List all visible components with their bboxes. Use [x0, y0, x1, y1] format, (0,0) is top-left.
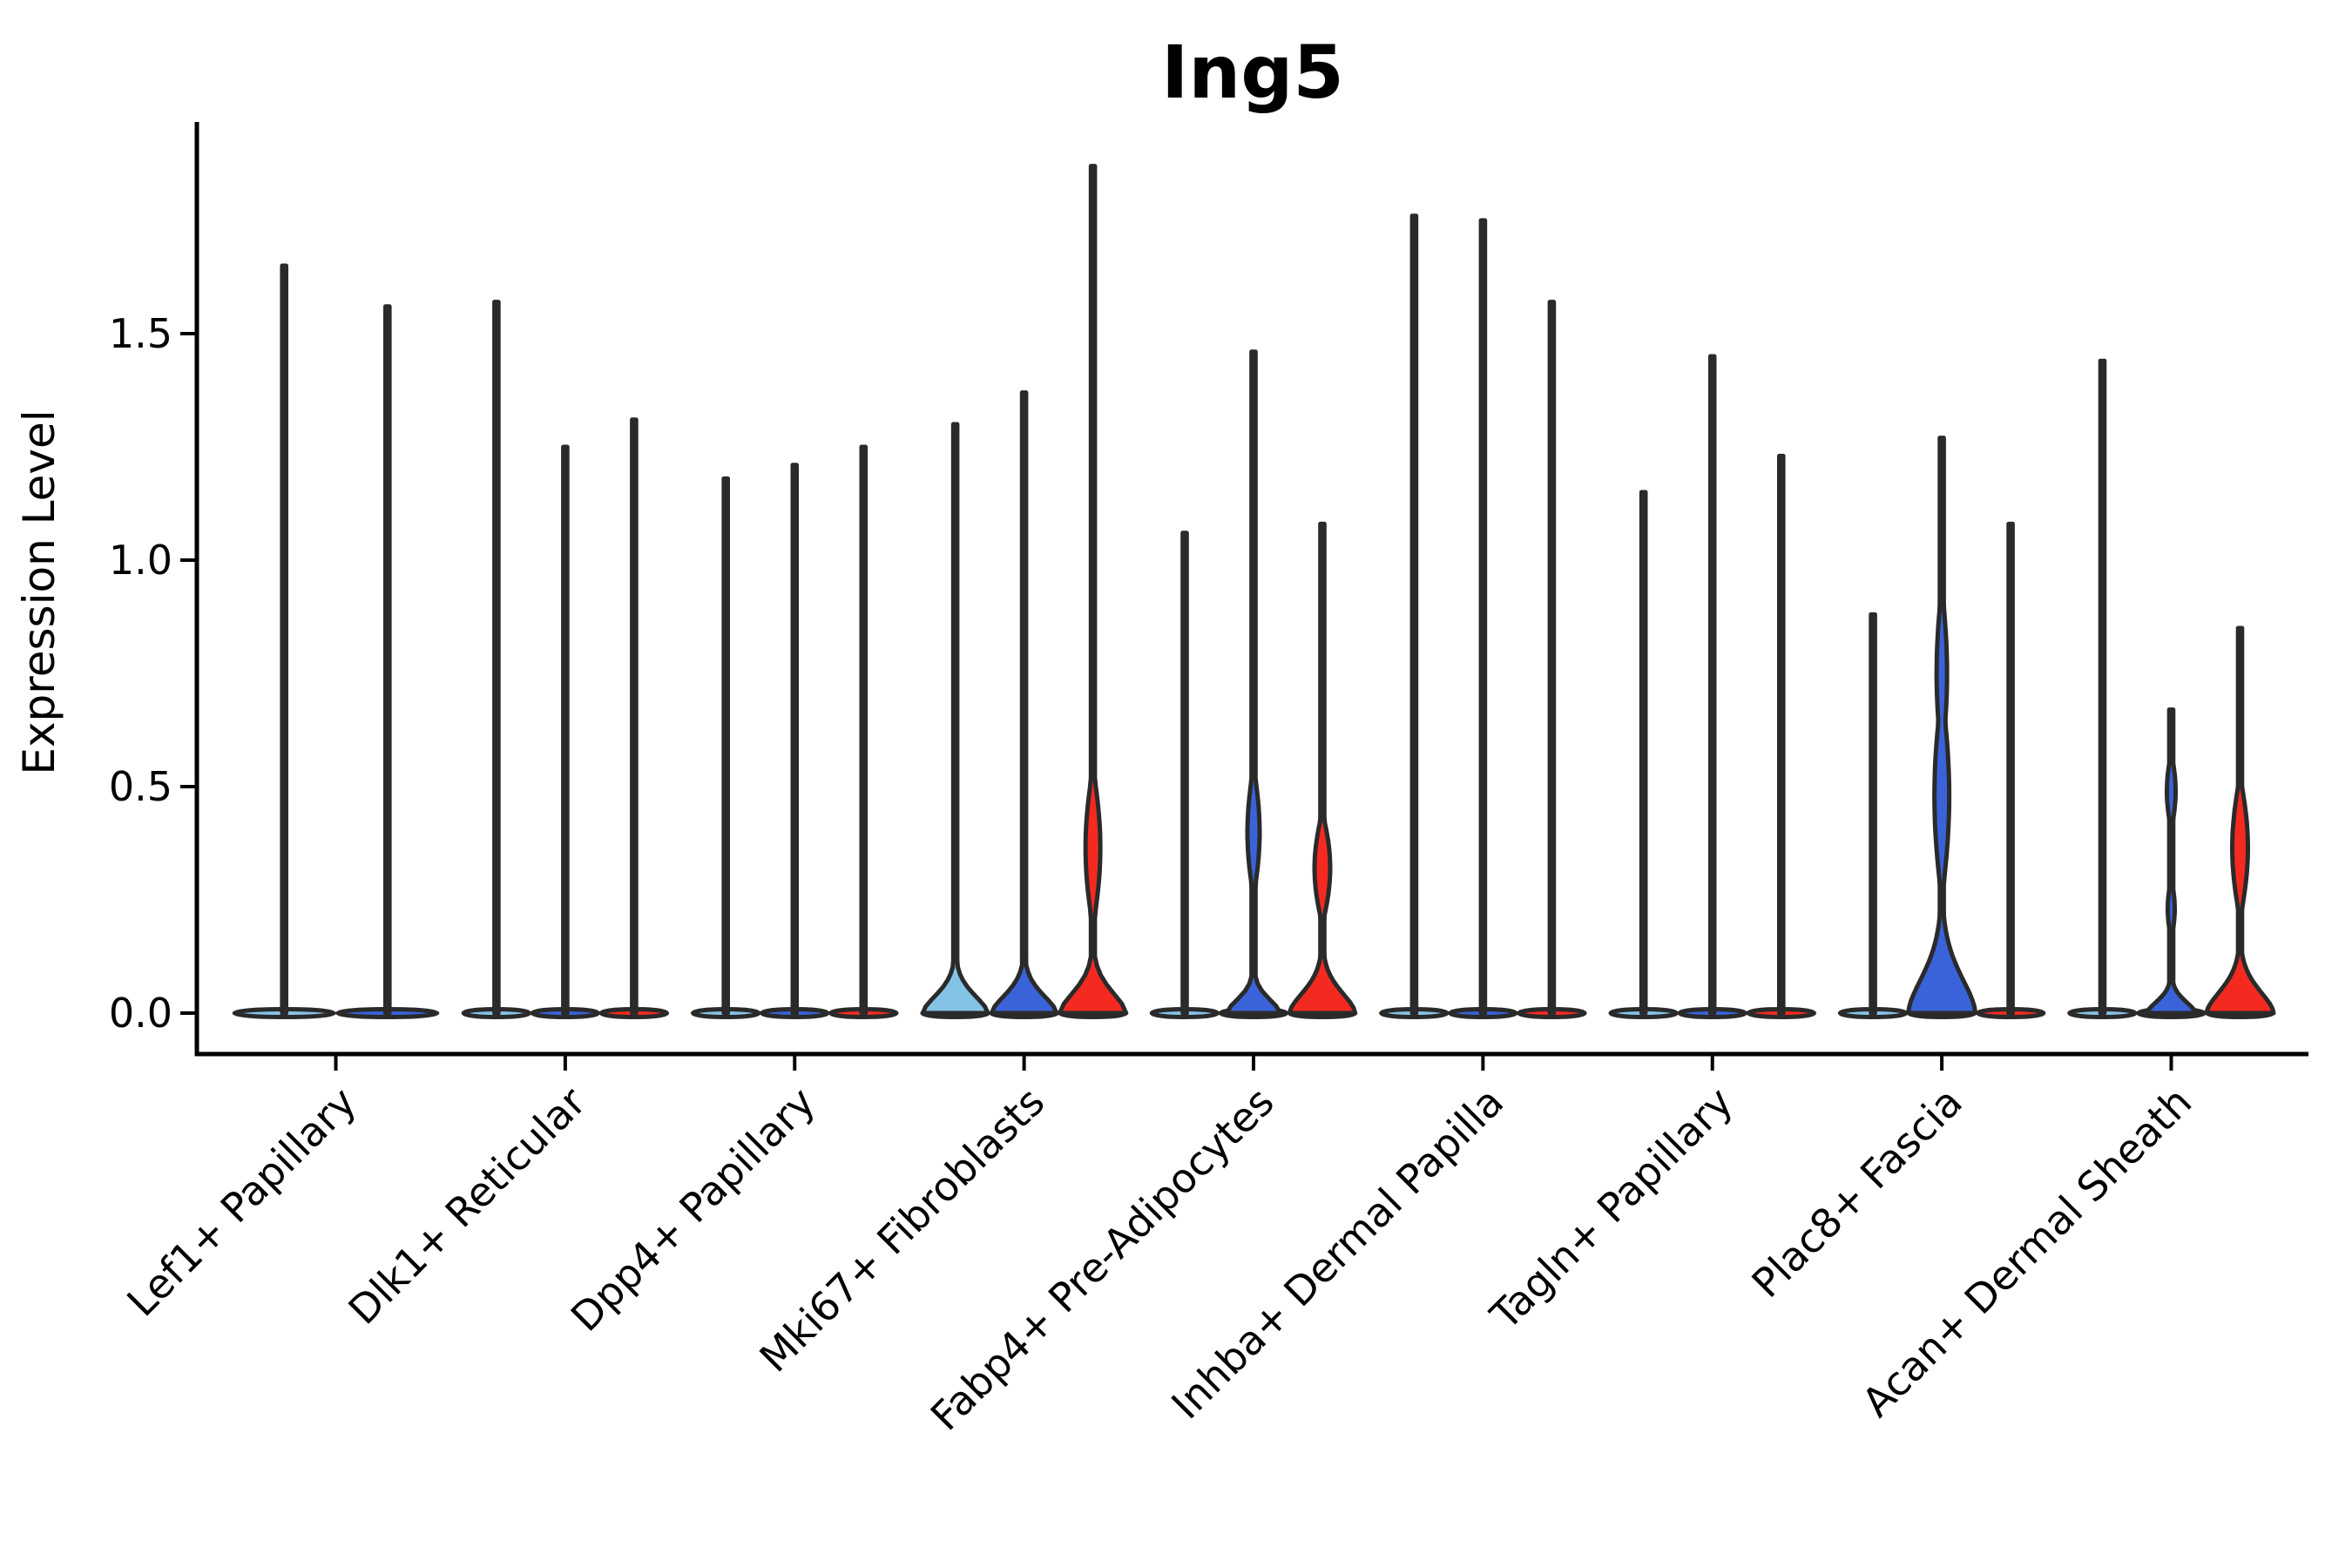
y-tick-label: 0.0 [109, 990, 172, 1037]
violin [2098, 358, 2107, 1016]
violin [1708, 354, 1717, 1016]
violin [630, 417, 639, 1016]
expression-dot [2099, 801, 2105, 808]
violin [1180, 531, 1189, 1016]
violin [1777, 453, 1786, 1016]
expression-dot [2099, 828, 2105, 835]
x-tick-label: Plac8+ Fascia [1743, 1078, 1971, 1307]
violin [1869, 612, 1877, 1016]
violin [1287, 521, 1358, 1016]
y-tick-label: 0.5 [109, 763, 172, 810]
expression-dot [2099, 869, 2105, 875]
expression-dot [2099, 879, 2105, 885]
x-tick-label: Dpp4+ Papillary [562, 1078, 824, 1341]
violin [1478, 218, 1488, 1016]
violin [790, 463, 799, 1016]
violin [920, 422, 990, 1016]
expression-dot [2099, 725, 2105, 731]
violin [2006, 521, 2015, 1016]
violin [1058, 164, 1129, 1016]
expression-dot [2099, 652, 2105, 659]
violin [280, 263, 288, 1016]
y-tick-label: 1.5 [109, 310, 172, 357]
expression-dot [2099, 598, 2105, 604]
x-tick-label: Dlk1+ Reticular [339, 1078, 594, 1334]
expression-dot [2099, 838, 2105, 844]
y-axis-label: Expression Level [14, 409, 64, 774]
violin [492, 300, 501, 1016]
plot-title: Ing5 [1161, 30, 1344, 115]
x-tick-label: Lef1+ Papillary [118, 1078, 365, 1326]
violin [2204, 625, 2276, 1016]
violin [383, 304, 392, 1016]
violin [859, 444, 868, 1016]
violins-layer [232, 164, 2276, 1019]
violin [2145, 707, 2198, 1016]
violin [1409, 213, 1419, 1016]
violin [1639, 490, 1648, 1016]
violin [1906, 436, 1978, 1016]
y-tick-label: 1.0 [109, 537, 172, 584]
violin [1224, 349, 1283, 1016]
x-tick-label: Tagln+ Papillary [1481, 1078, 1742, 1340]
violin [989, 390, 1059, 1016]
violin [721, 476, 730, 1016]
violin [1547, 300, 1557, 1016]
violin [561, 444, 570, 1016]
